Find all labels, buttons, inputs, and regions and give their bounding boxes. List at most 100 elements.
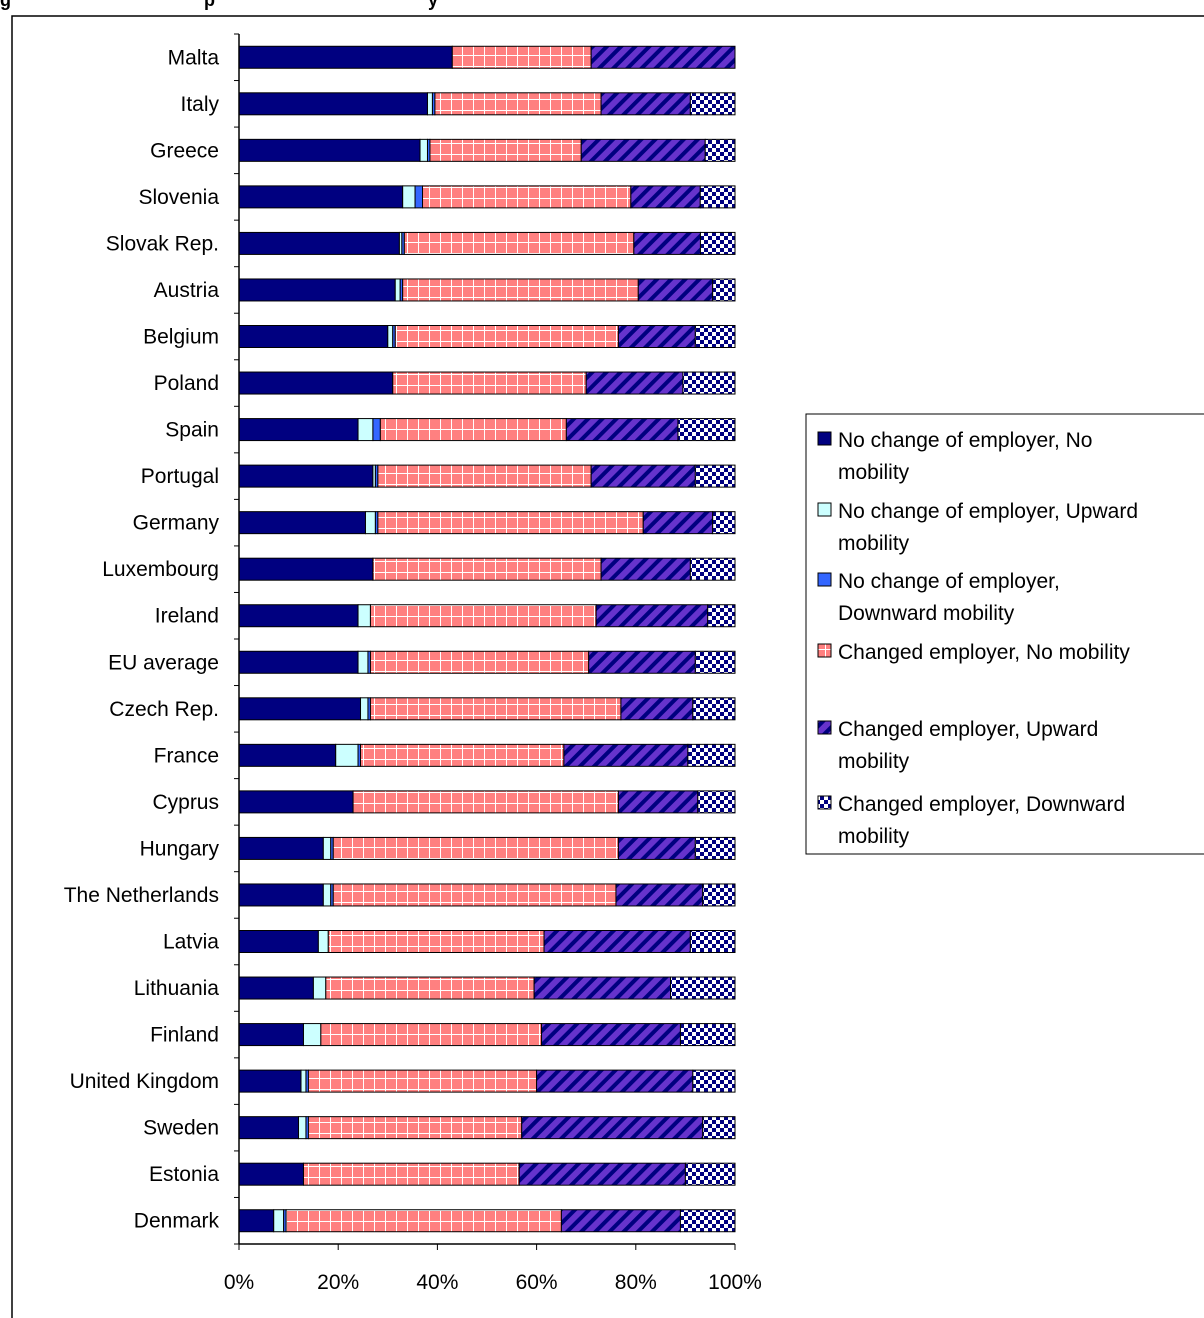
legend-label: No change of employer, No mobility — [838, 429, 1092, 484]
bar-segment — [369, 650, 590, 674]
bar-segment — [327, 930, 545, 953]
bar-segment — [590, 45, 736, 69]
bar-segment — [521, 1116, 704, 1140]
bar-segment — [394, 325, 619, 348]
category-label: Cyprus — [152, 791, 219, 814]
bar-segment — [238, 790, 354, 814]
category-label: Slovak Rep. — [106, 232, 219, 255]
bar-segment — [642, 511, 714, 535]
bar-segment — [563, 743, 689, 767]
bar-segment — [536, 1069, 694, 1093]
bar-segment — [392, 371, 587, 395]
bar-segment — [699, 185, 736, 209]
bar-segment — [687, 743, 736, 767]
bar-segment — [694, 650, 736, 674]
x-tick-label: 40% — [416, 1271, 458, 1294]
category-label: Belgium — [143, 326, 219, 349]
legend-swatch — [817, 720, 832, 735]
bar-segment — [585, 371, 684, 395]
x-axis: 0% 20% 40% 60% 80% 100% — [224, 1243, 762, 1294]
bar-segment — [403, 231, 635, 255]
bar-segment — [238, 371, 394, 395]
bar-segment — [360, 697, 369, 721]
bar-segment — [238, 1116, 300, 1140]
bar-segment — [298, 1116, 307, 1140]
bar-segment — [543, 930, 691, 953]
bar-segment — [692, 697, 736, 721]
legend-label: No change of employer, Downward mobility — [838, 570, 1060, 625]
category-label: Hungary — [140, 837, 220, 860]
bar-segment — [372, 418, 381, 442]
bar-segment — [302, 1162, 520, 1186]
bar-segment — [565, 418, 679, 442]
bar-segment — [273, 1209, 285, 1233]
bar-segment — [394, 278, 401, 302]
bar-segment — [238, 92, 428, 116]
bar-segment — [617, 790, 699, 814]
bar-segment — [360, 743, 565, 767]
title-fragment-g: g — [0, 0, 11, 10]
category-label: France — [154, 744, 219, 767]
bar-segment — [322, 836, 332, 860]
category-label: Estonia — [149, 1163, 219, 1186]
category-label: Austria — [154, 279, 220, 302]
category-label: Latvia — [163, 931, 219, 954]
category-label: Germany — [133, 512, 220, 535]
x-tick-label: 100% — [708, 1271, 762, 1294]
chart-title-fragment: g p y — [0, 0, 438, 10]
legend: No change of employer, No mobility No chan… — [805, 413, 1204, 855]
category-label: Malta — [168, 46, 220, 69]
bar-segment — [694, 836, 736, 860]
bar-segment — [238, 604, 359, 628]
bar-segment — [617, 325, 696, 348]
legend-swatch — [817, 502, 832, 517]
bar-segment — [357, 650, 369, 674]
category-label: Lithuania — [134, 977, 220, 1000]
category-label: Denmark — [134, 1210, 220, 1233]
bar-segment — [387, 325, 394, 348]
bar-segment — [712, 511, 736, 535]
bar-segment — [560, 1209, 681, 1233]
legend-swatch — [817, 643, 832, 658]
bar-segment — [615, 883, 704, 907]
bar-segment — [352, 790, 619, 814]
bar-segment — [684, 1162, 736, 1186]
bar-segment — [238, 1023, 304, 1047]
legend-swatch — [817, 795, 832, 810]
bar-segment — [302, 1023, 322, 1047]
bar-segment — [402, 185, 416, 209]
x-tick-label: 60% — [516, 1271, 558, 1294]
bar-segment — [238, 278, 396, 302]
bar-segment — [238, 697, 362, 721]
bar-segment — [670, 976, 736, 1000]
category-label: Poland — [154, 372, 219, 395]
title-fragment-p: p — [204, 0, 215, 10]
bar-segment — [357, 604, 371, 628]
legend-swatch — [817, 572, 832, 587]
bar-segment — [633, 231, 701, 255]
category-label: Slovenia — [138, 186, 219, 209]
bar-segment — [320, 1023, 543, 1047]
category-label: The Netherlands — [64, 884, 219, 907]
bar-segment — [704, 138, 736, 162]
bar-segment — [595, 604, 709, 628]
bar-segment — [238, 1162, 304, 1186]
bar-segment — [238, 418, 359, 442]
category-label: Czech Rep. — [109, 698, 219, 721]
bar-segment — [590, 464, 696, 488]
legend-label: Changed employer, Upward mobility — [838, 718, 1098, 773]
x-tick-label: 20% — [317, 1271, 359, 1294]
bar-segment — [697, 790, 736, 814]
legend-label: Changed employer, Downward mobility — [838, 793, 1125, 848]
bar-segment — [238, 45, 453, 69]
bar-segment — [620, 697, 694, 721]
legend-label: Changed employer, No mobility — [838, 641, 1130, 664]
x-tick-label: 80% — [615, 1271, 657, 1294]
category-label: United Kingdom — [70, 1070, 219, 1093]
bar-segment — [699, 231, 736, 255]
bar-segment — [325, 976, 535, 1000]
legend-swatch — [817, 431, 832, 446]
bar-segment — [712, 278, 736, 302]
bar-segment — [364, 511, 376, 535]
bar-segment — [679, 1023, 736, 1047]
